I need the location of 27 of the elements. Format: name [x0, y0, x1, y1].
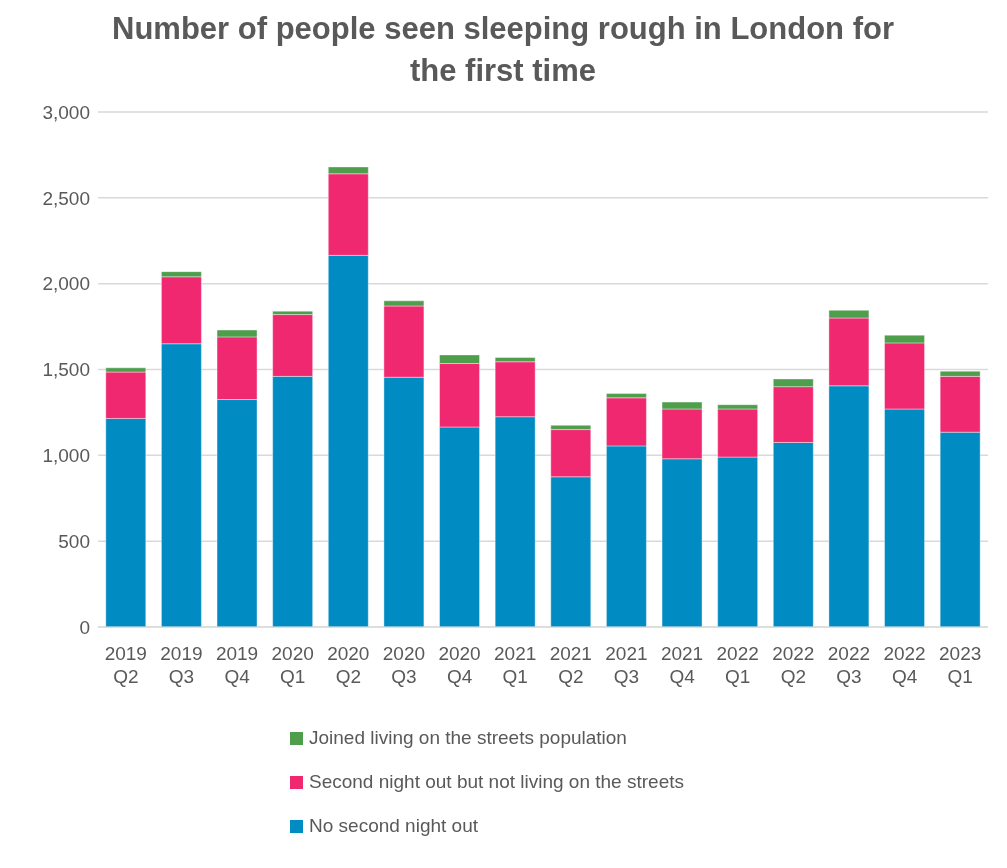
y-tick-label: 1,000 — [42, 445, 90, 467]
legend-label: No second night out — [309, 815, 479, 837]
x-tick-label: 2022 Q4 — [883, 643, 926, 687]
y-tick-label: 3,000 — [42, 101, 90, 123]
x-tick-label: 2020 Q2 — [327, 643, 370, 687]
x-tick-label: 2020 Q1 — [271, 643, 314, 687]
x-tick-label: 2022 Q3 — [827, 643, 871, 687]
x-tick-label: 2021 Q3 — [605, 643, 648, 687]
x-tick-label: 2023 Q1 — [939, 643, 982, 687]
y-tick-label: 2,000 — [42, 273, 90, 295]
x-tick-label: 2019 Q4 — [215, 643, 259, 687]
y-tick-label: 2,500 — [42, 187, 90, 209]
x-tick-label: 2020 Q3 — [382, 643, 426, 687]
y-tick-label: 0 — [79, 616, 90, 638]
x-tick-label: 2022 Q1 — [716, 643, 759, 687]
x-tick-label: 2019 Q2 — [104, 643, 147, 687]
x-tick-label: 2020 Q4 — [438, 643, 481, 687]
y-tick-label: 500 — [58, 530, 90, 552]
chart-title: Number of people seen sleeping rough in London for the first time — [111, 10, 895, 90]
x-tick-label: 2021 Q4 — [660, 643, 704, 687]
x-tick-label: 2021 Q2 — [549, 643, 592, 687]
x-tick-label: 2022 Q2 — [772, 643, 815, 687]
legend-label: Second night out but not living on the streets — [309, 771, 684, 793]
x-tick-label: 2021 Q1 — [494, 643, 537, 687]
x-tick-label: 2019 Q3 — [160, 643, 203, 687]
y-tick-label: 1,500 — [42, 359, 90, 381]
legend-label: Joined living on the streets population — [309, 727, 627, 749]
